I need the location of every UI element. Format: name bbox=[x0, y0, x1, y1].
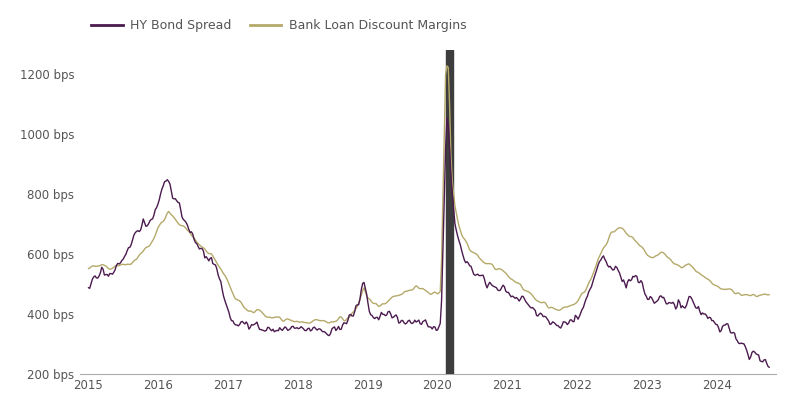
Legend: HY Bond Spread, Bank Loan Discount Margins: HY Bond Spread, Bank Loan Discount Margi… bbox=[86, 14, 471, 37]
Bar bbox=[446, 50, 453, 374]
